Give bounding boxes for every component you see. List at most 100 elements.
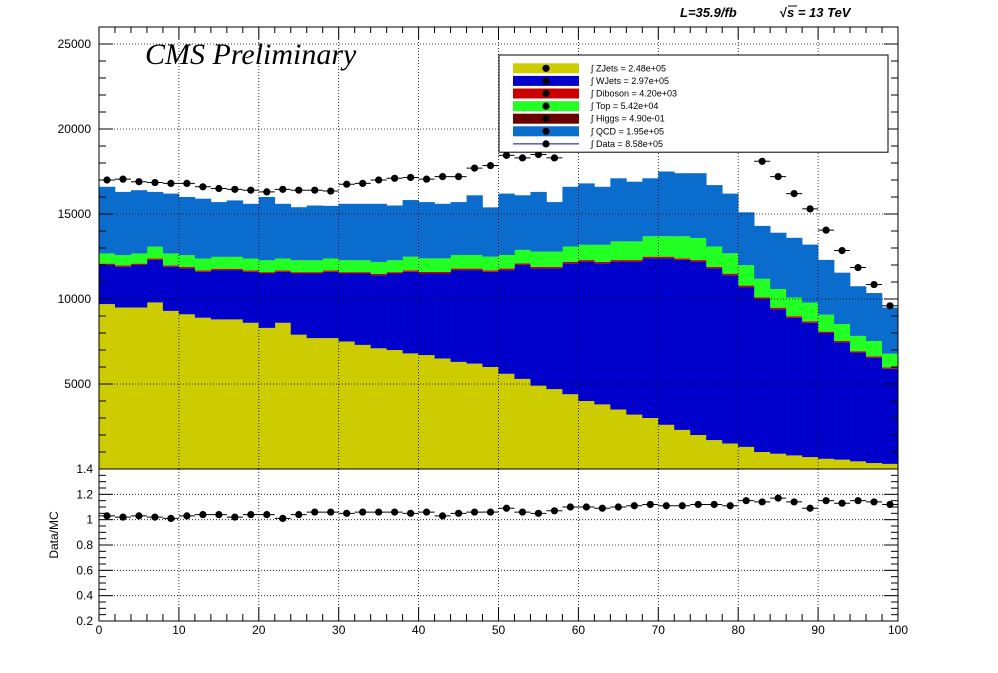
x-tick-label: 50 xyxy=(492,623,506,637)
bar-wjets xyxy=(530,268,547,386)
energy-label: s = 13 TeV xyxy=(787,5,852,20)
x-tick-label: 10 xyxy=(172,623,186,637)
data-point xyxy=(486,161,495,170)
bar-zjets xyxy=(770,453,787,469)
data-point xyxy=(886,302,894,310)
data-point xyxy=(550,154,559,162)
ratio-point xyxy=(231,513,239,521)
cms-label: CMS Preliminary xyxy=(145,38,357,71)
bar-qcd xyxy=(866,293,883,341)
bar-zjets xyxy=(610,409,627,469)
data-point xyxy=(215,184,223,193)
data-point xyxy=(470,164,479,172)
bar-wjets xyxy=(306,273,324,339)
ratio-point xyxy=(742,497,750,505)
legend-marker xyxy=(542,64,550,72)
ratio-y-tick-label: 1.2 xyxy=(76,487,93,501)
bar-wjets xyxy=(562,263,579,395)
bar-top xyxy=(610,241,627,261)
bar-qcd xyxy=(450,202,467,255)
legend-entry-qcd: ∫ QCD = 1.95e+05 xyxy=(590,126,664,136)
bar-wjets xyxy=(226,270,244,320)
bar-wjets xyxy=(498,270,515,374)
bar-qcd xyxy=(306,205,324,261)
ratio-point xyxy=(838,499,846,507)
ratio-point xyxy=(870,498,878,506)
bar-diboson xyxy=(642,256,659,259)
bar-wjets xyxy=(866,357,883,464)
bar-zjets xyxy=(802,457,819,469)
bar-zjets xyxy=(146,302,164,469)
y-tick-label: 5000 xyxy=(64,377,91,391)
ratio-point xyxy=(806,504,814,512)
data-point xyxy=(279,185,287,193)
ratio-point xyxy=(646,500,654,509)
bar-wjets xyxy=(482,271,499,367)
bar-zjets xyxy=(322,338,339,469)
ratio-point xyxy=(854,497,862,505)
bar-diboson xyxy=(786,316,803,318)
bar-zjets xyxy=(882,463,899,469)
bar-top xyxy=(306,260,324,273)
bar-qcd xyxy=(850,286,867,336)
bar-qcd xyxy=(642,178,659,237)
data-point xyxy=(375,176,383,184)
bar-wjets xyxy=(882,368,899,464)
bar-wjets xyxy=(258,273,276,328)
bar-zjets xyxy=(338,341,355,469)
bar-qcd xyxy=(594,186,611,245)
bar-qcd xyxy=(274,203,292,259)
ratio-point xyxy=(422,508,431,516)
y-tick-label: 15000 xyxy=(58,207,92,221)
legend-marker xyxy=(542,89,550,98)
bar-zjets xyxy=(274,322,292,469)
legend-marker xyxy=(542,140,550,148)
x-tick-label: 100 xyxy=(888,623,908,637)
bar-top xyxy=(242,258,260,271)
bar-qcd xyxy=(482,207,499,257)
ratio-point xyxy=(375,508,383,516)
bar-qcd xyxy=(178,197,196,256)
data-point xyxy=(295,186,303,194)
ratio-point xyxy=(279,514,287,523)
bar-wjets xyxy=(99,265,116,305)
legend-entry-data: ∫ Data = 8.58e+05 xyxy=(590,139,663,149)
y-tick-label: 10000 xyxy=(58,292,92,306)
bar-top xyxy=(402,256,419,271)
bar-qcd xyxy=(434,203,451,259)
bar-wjets xyxy=(514,265,531,379)
bar-qcd xyxy=(210,202,228,257)
bar-zjets xyxy=(850,461,867,469)
bar-wjets xyxy=(386,273,403,350)
legend: ∫ ZJets = 2.48e+05 ∫ WJets = 2.97e+05 ∫ Di… xyxy=(498,54,889,153)
bar-zjets xyxy=(242,322,260,469)
bar-wjets xyxy=(834,342,851,460)
ratio-point xyxy=(534,509,543,517)
bar-diboson xyxy=(738,285,755,288)
bar-qcd xyxy=(338,203,355,261)
legend-marker xyxy=(542,115,550,123)
bar-qcd xyxy=(498,193,515,255)
x-tick-label: 0 xyxy=(96,623,103,637)
ratio-y-tick-label: 0.6 xyxy=(76,563,93,577)
bar-qcd xyxy=(706,185,723,247)
bar-wjets xyxy=(754,299,771,452)
bar-zjets xyxy=(402,353,419,469)
ratio-point xyxy=(518,508,527,516)
bar-zjets xyxy=(178,314,196,469)
bar-diboson xyxy=(434,271,451,274)
bar-wjets xyxy=(610,261,627,410)
bar-zjets xyxy=(642,418,659,469)
bar-diboson xyxy=(722,273,739,276)
bar-zjets xyxy=(866,463,883,469)
bar-diboson xyxy=(866,356,883,358)
bar-diboson xyxy=(482,270,499,272)
data-point xyxy=(758,157,766,165)
bar-wjets xyxy=(210,270,228,320)
legend-entry-higgs: ∫ Higgs = 4.90e-01 xyxy=(590,114,665,124)
bar-top xyxy=(370,261,387,274)
bar-zjets xyxy=(658,424,675,469)
bar-wjets xyxy=(738,287,755,447)
bar-qcd xyxy=(834,272,851,324)
